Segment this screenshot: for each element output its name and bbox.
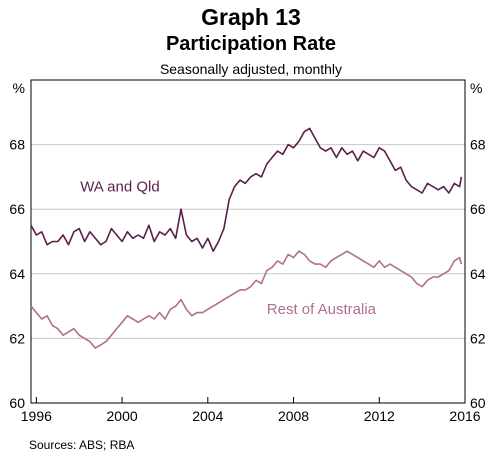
rest-of-australia-series-line (30, 250, 463, 349)
source-note: Sources: ABS; RBA (29, 438, 135, 452)
y-axis-unit-right: % (470, 80, 482, 96)
y-tick-label-right: 64 (470, 266, 486, 282)
series-label-rest-of-australia: Rest of Australia (267, 301, 377, 318)
chart-subtitle: Participation Rate (165, 33, 337, 55)
x-tick-label: 1996 (21, 408, 52, 424)
y-tick-label-left: 68 (9, 137, 25, 153)
y-tick-label-right: 68 (470, 137, 486, 153)
chart-title: Graph 13 (201, 4, 301, 30)
y-tick-label-left: 66 (9, 201, 25, 217)
y-tick-label-left: 60 (9, 395, 25, 411)
x-tick-label: 2016 (449, 408, 480, 424)
y-tick-label-left: 62 (9, 330, 25, 346)
x-tick-label: 2008 (278, 408, 309, 424)
series-label-wa-qld: WA and Qld (80, 178, 159, 195)
x-tick-label: 2000 (107, 408, 138, 424)
y-axis-unit-left: % (13, 80, 25, 96)
y-tick-label-right: 60 (470, 395, 486, 411)
y-tick-label-right: 66 (470, 201, 486, 217)
plot-frame (30, 79, 466, 404)
x-tick-label: 2004 (192, 408, 223, 424)
chart-note: Seasonally adjusted, monthly (159, 61, 343, 77)
y-tick-label-left: 64 (9, 266, 25, 282)
y-tick-label-right: 62 (470, 330, 486, 346)
x-tick-label: 2012 (364, 408, 395, 424)
wa-qld-series-line (30, 127, 463, 252)
